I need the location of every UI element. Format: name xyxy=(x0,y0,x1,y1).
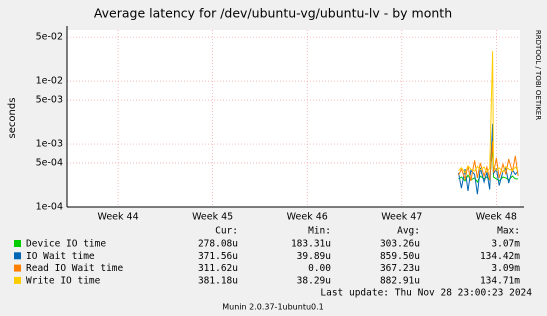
legend-header: Avg: xyxy=(397,226,420,237)
legend-stat: 3.09m xyxy=(491,263,520,274)
legend-stat: 183.31u xyxy=(291,239,331,250)
legend-stat: 367.23u xyxy=(380,263,420,274)
y-tick-label: 1e-04 xyxy=(36,202,63,213)
legend-stat: 39.89u xyxy=(297,251,331,262)
legend-stat: 859.50u xyxy=(380,251,420,262)
legend-stat: 3.07m xyxy=(491,239,520,250)
legend-stat: 311.62u xyxy=(198,263,238,274)
legend-stat: 303.26u xyxy=(380,239,420,250)
legend-stat: 381.18u xyxy=(198,275,238,286)
legend-entry: IO Wait time xyxy=(26,251,95,262)
y-axis-label: seconds xyxy=(7,98,18,139)
x-tick-label: Week 46 xyxy=(287,212,328,223)
series-line xyxy=(458,123,519,195)
legend-header: Max: xyxy=(497,226,520,237)
legend-stat: 134.71m xyxy=(480,275,520,286)
legend-stat: 882.91u xyxy=(380,275,420,286)
legend-stat: 0.00 xyxy=(308,263,331,274)
legend-entry: Device IO time xyxy=(26,239,106,250)
series-line xyxy=(458,141,519,181)
side-label: RRDTOOL / TOBI OETIKER xyxy=(534,30,542,120)
footer: Munin 2.0.37-1ubuntu0.1 xyxy=(222,303,324,312)
x-tick-label: Week 45 xyxy=(192,212,233,223)
x-tick-label: Week 48 xyxy=(476,212,517,223)
legend-header: Min: xyxy=(308,226,331,237)
y-tick-label: 5e-02 xyxy=(36,32,63,43)
legend-entry: Write IO time xyxy=(26,275,101,286)
legend-swatch xyxy=(14,252,21,260)
legend-stat: 371.56u xyxy=(198,251,238,262)
y-tick-label: 1e-03 xyxy=(36,139,63,150)
y-tick-label: 5e-04 xyxy=(36,158,63,169)
legend-swatch xyxy=(14,276,21,284)
chart-title: Average latency for /dev/ubuntu-vg/ubunt… xyxy=(94,6,452,21)
y-tick-label: 5e-03 xyxy=(36,95,63,106)
y-tick-label: 1e-02 xyxy=(36,76,63,87)
plot-area xyxy=(67,30,520,207)
last-update: Last update: Thu Nov 28 23:00:23 2024 xyxy=(320,288,532,299)
legend-entry: Read IO Wait time xyxy=(26,263,124,274)
legend-stat: 38.29u xyxy=(297,275,331,286)
legend-header: Cur: xyxy=(215,226,238,237)
legend-swatch xyxy=(14,264,21,272)
series-line xyxy=(458,51,519,174)
x-tick-label: Week 44 xyxy=(97,212,138,223)
legend-stat: 278.08u xyxy=(198,239,238,250)
legend-stat: 134.42m xyxy=(480,251,520,262)
legend-swatch xyxy=(14,240,21,247)
x-tick-label: Week 47 xyxy=(381,212,422,223)
